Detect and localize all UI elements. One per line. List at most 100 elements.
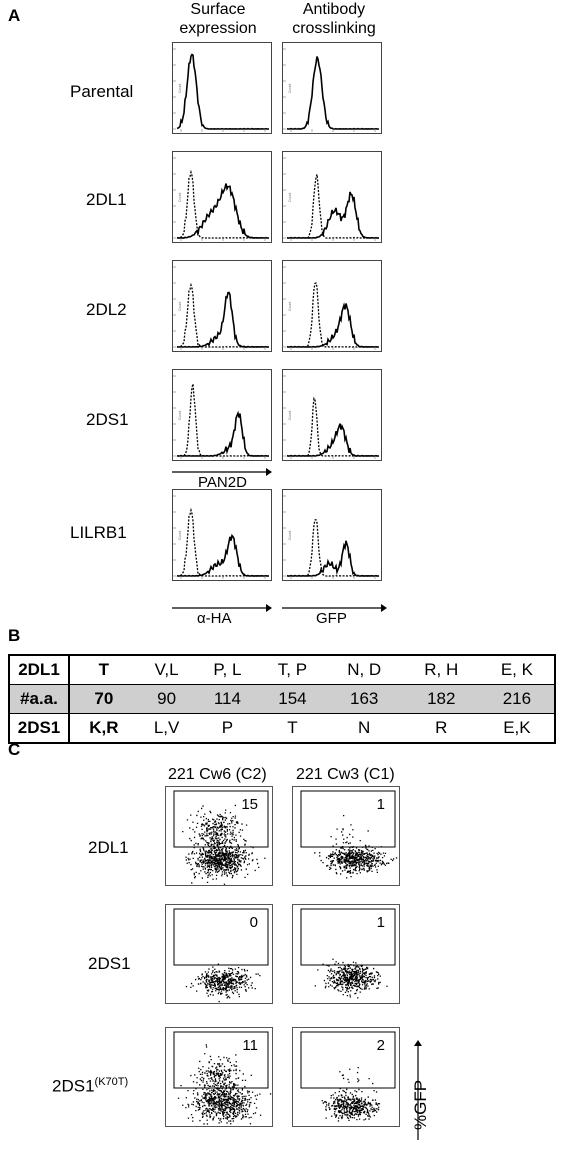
histogram-svg: Count bbox=[283, 157, 379, 241]
sample-histogram-line bbox=[286, 423, 379, 457]
table-cell: E, K bbox=[479, 655, 555, 685]
col-header-cw3: 221 Cw3 (C1) bbox=[296, 766, 395, 783]
gfp-label: GFP bbox=[316, 610, 347, 627]
histogram-plot: Count bbox=[282, 151, 382, 243]
sample-histogram-line bbox=[176, 533, 269, 577]
event-dots bbox=[185, 963, 261, 1003]
histogram-plot: Count bbox=[282, 369, 382, 461]
gfp-gate bbox=[300, 1031, 396, 1089]
table-cell: 154 bbox=[259, 684, 326, 714]
table-cell: 216 bbox=[479, 684, 555, 714]
table-row: 2DS1 K,R L,V P T N R E,K bbox=[9, 713, 555, 743]
table-cell: T bbox=[287, 718, 298, 737]
table-cell: P bbox=[221, 718, 234, 737]
histogram-plot: Count bbox=[172, 42, 272, 134]
percent-gfp-value: 15 bbox=[241, 796, 258, 813]
histogram-svg: Count bbox=[283, 495, 379, 579]
c-row-label-2ds1: 2DS1 bbox=[88, 954, 131, 973]
gfp-dot-plot: 1 bbox=[292, 786, 400, 886]
gfp-dot-plot: 11 bbox=[165, 1027, 273, 1127]
histogram-plot: Count bbox=[282, 42, 382, 134]
table-cell: T, P bbox=[259, 655, 326, 685]
histogram-svg: Count bbox=[283, 375, 379, 459]
gfp-dot-plot: 1 bbox=[292, 904, 400, 1004]
c-row-label-2ds1-k70t: 2DS1(K70T) bbox=[52, 1076, 128, 1097]
table-cell: 2DS1 bbox=[9, 713, 70, 743]
table-cell: E,K bbox=[503, 718, 531, 737]
dot-plot-svg: 1 bbox=[300, 908, 396, 999]
gfp-dot-plot: 15 bbox=[165, 786, 273, 886]
gfp-gate bbox=[300, 790, 396, 848]
gfp-arrow bbox=[282, 600, 387, 612]
sample-histogram-line bbox=[286, 302, 379, 348]
dot-plot-svg: 0 bbox=[173, 908, 269, 1003]
histogram-plot: Count bbox=[282, 260, 382, 352]
histogram-plot: Count bbox=[282, 489, 382, 581]
panel-c-letter: C bbox=[8, 740, 21, 759]
sample-histogram-line bbox=[176, 53, 269, 130]
y-axis-tag: Count bbox=[288, 411, 292, 420]
control-histogram-line bbox=[176, 507, 269, 577]
histogram-plot: Count bbox=[172, 151, 272, 243]
table-row: 2DL1 T V,L P, L T, P N, D R, H E, K bbox=[9, 655, 555, 685]
y-axis-tag: Count bbox=[288, 531, 292, 540]
y-axis-tag: Count bbox=[178, 531, 182, 540]
residue-comparison-table: 2DL1 T V,L P, L T, P N, D R, H E, K #a.a… bbox=[8, 654, 556, 744]
percent-gfp-value: 2 bbox=[377, 1037, 385, 1054]
table-cell: T bbox=[69, 655, 138, 685]
event-dots bbox=[314, 815, 398, 879]
dot-plot-svg: 2 bbox=[300, 1031, 396, 1122]
gfp-dot-plot: 2 bbox=[292, 1027, 400, 1127]
control-histogram-line bbox=[286, 396, 379, 457]
sample-histogram-line bbox=[176, 291, 269, 348]
sample-histogram-line bbox=[286, 540, 379, 577]
pan2d-label: PAN2D bbox=[198, 474, 247, 491]
table-cell: P, L bbox=[195, 655, 260, 685]
table-cell: R bbox=[435, 718, 448, 737]
histogram-svg: Count bbox=[173, 48, 269, 132]
control-histogram-line bbox=[286, 174, 379, 239]
histogram-plot: Count bbox=[172, 260, 272, 352]
row-label-parental: Parental bbox=[70, 82, 134, 101]
gfp-gate bbox=[173, 908, 269, 966]
control-histogram-line bbox=[176, 169, 269, 239]
y-axis-tag: Count bbox=[288, 84, 292, 93]
row-label-lilrb1: LILRB1 bbox=[70, 523, 127, 542]
table-cell: N bbox=[358, 718, 371, 737]
row-label-2dl2: 2DL2 bbox=[86, 300, 127, 319]
y-axis-tag: Count bbox=[178, 84, 182, 93]
y-axis-tag: Count bbox=[178, 193, 182, 202]
percent-gfp-label: %GFP bbox=[411, 1079, 430, 1130]
row-label-2dl1: 2DL1 bbox=[86, 190, 127, 209]
sample-histogram-line bbox=[176, 183, 269, 239]
percent-gfp-value: 1 bbox=[377, 914, 385, 931]
col-header-surface: Surface expression bbox=[179, 1, 257, 37]
table-cell: 2DL1 bbox=[9, 655, 70, 685]
histogram-plot: Count bbox=[172, 489, 272, 581]
col-header-crosslinking: Antibody crosslinking bbox=[292, 1, 376, 37]
event-dots bbox=[182, 804, 266, 885]
percent-gfp-value: 11 bbox=[242, 1037, 258, 1054]
panel-b-letter: B bbox=[8, 626, 21, 645]
table-cell: 90 bbox=[137, 684, 196, 714]
table-cell: N, D bbox=[325, 655, 403, 685]
table-cell: #a.a. bbox=[9, 684, 70, 714]
dot-plot-svg: 1 bbox=[300, 790, 398, 879]
percent-gfp-value: 0 bbox=[250, 914, 258, 931]
pan2d-arrow bbox=[172, 464, 272, 476]
c-row-label-base: 2DS1 bbox=[52, 1076, 95, 1096]
event-dots bbox=[177, 1044, 272, 1125]
gfp-dot-plot: 0 bbox=[165, 904, 273, 1004]
dot-plot-svg: 11 bbox=[173, 1031, 272, 1125]
gfp-gate bbox=[300, 908, 396, 966]
histogram-svg: Count bbox=[173, 157, 269, 241]
sample-histogram-line bbox=[176, 410, 269, 457]
control-histogram-line bbox=[176, 383, 269, 457]
histogram-svg: Count bbox=[173, 375, 269, 459]
c-row-label-sup: (K70T) bbox=[94, 1076, 129, 1088]
row-label-2ds1: 2DS1 bbox=[86, 410, 129, 429]
c-row-label-2dl1: 2DL1 bbox=[88, 838, 129, 857]
histogram-svg: Count bbox=[283, 266, 379, 350]
y-axis-tag: Count bbox=[178, 302, 182, 311]
table-cell: 163 bbox=[325, 684, 403, 714]
